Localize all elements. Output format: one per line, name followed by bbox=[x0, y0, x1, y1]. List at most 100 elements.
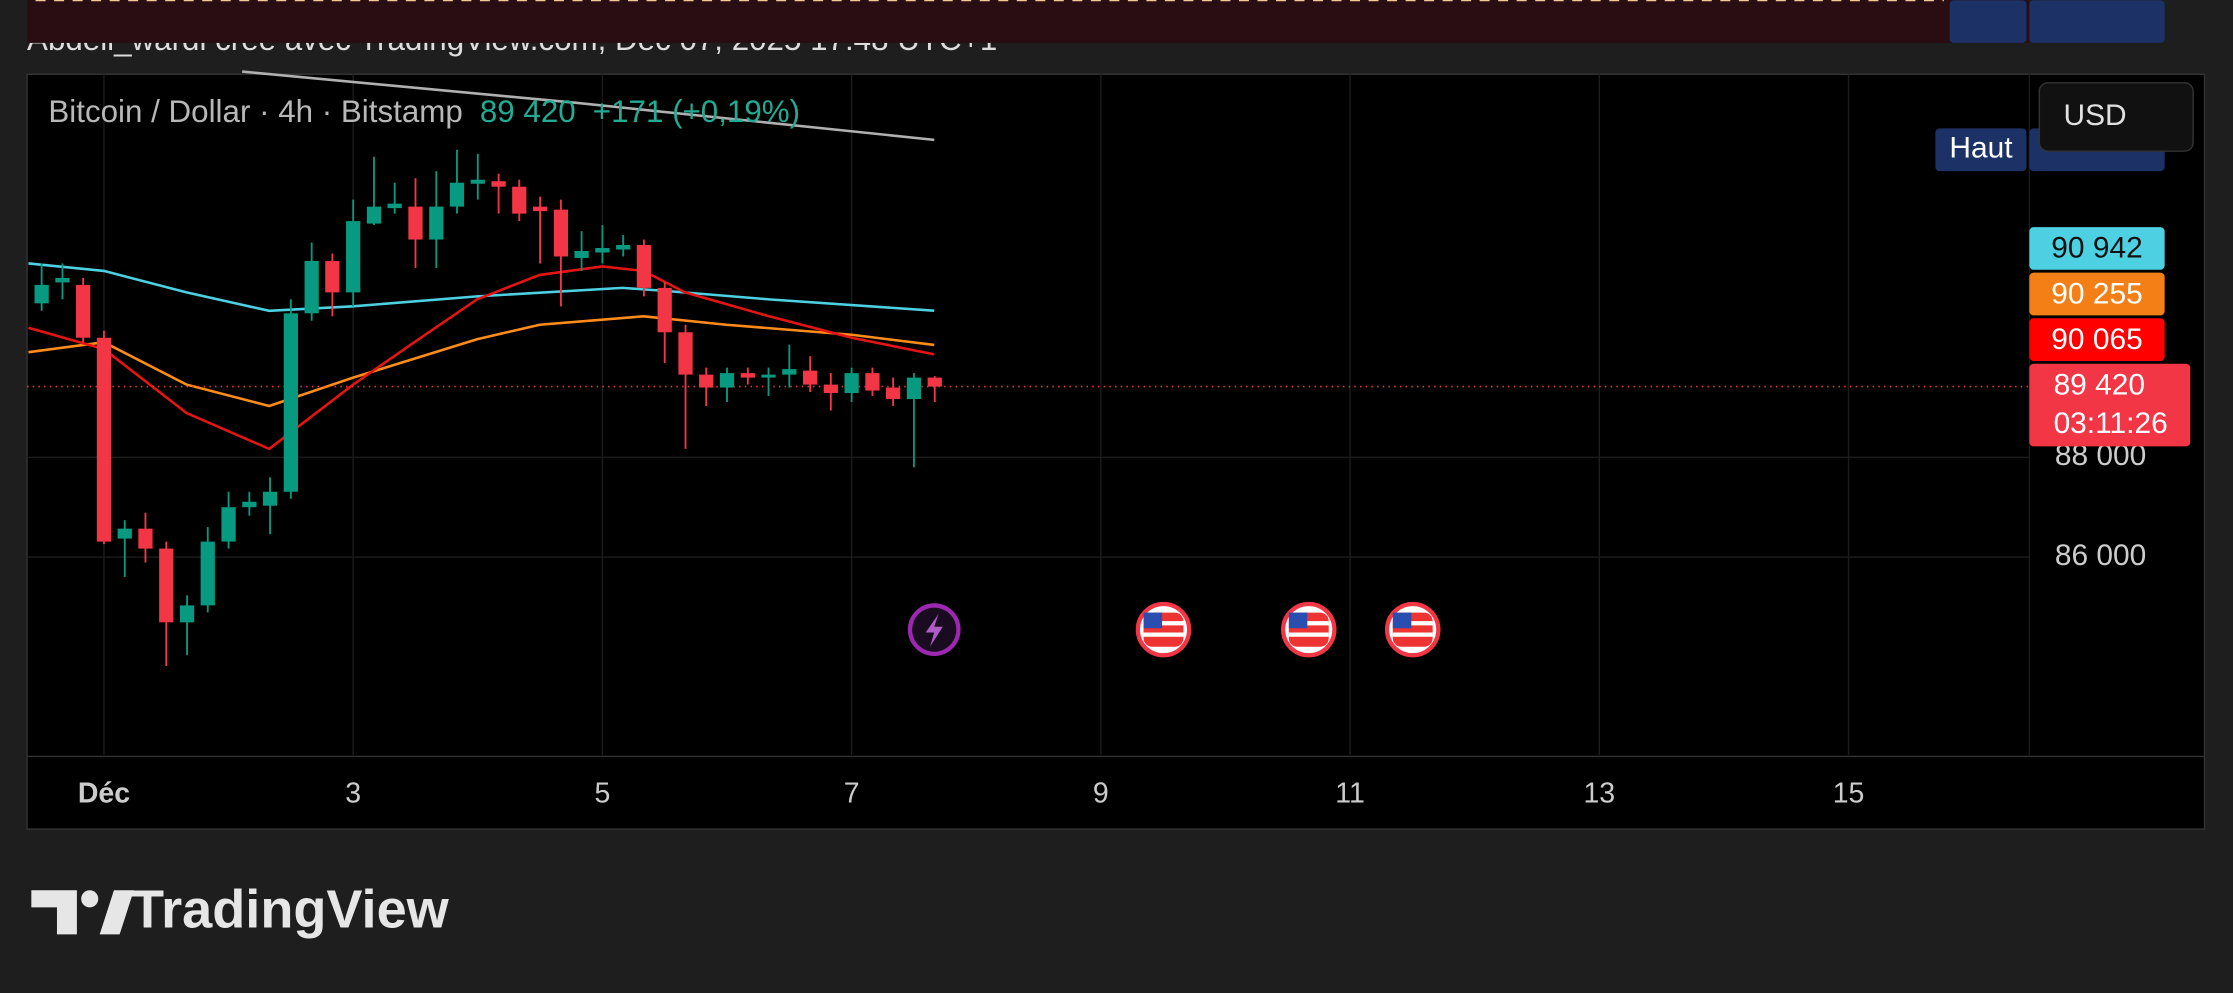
candle-body bbox=[491, 181, 506, 187]
currency-button[interactable] bbox=[2038, 82, 2194, 152]
flag-canton bbox=[1392, 612, 1412, 629]
candle-body bbox=[782, 369, 797, 375]
flag-canton bbox=[1143, 612, 1163, 629]
candle-body bbox=[906, 377, 922, 400]
candle-body bbox=[325, 260, 340, 293]
candle-body bbox=[470, 179, 485, 184]
low-band bbox=[27, 0, 2030, 43]
candle-body bbox=[553, 209, 569, 257]
candle-body bbox=[366, 206, 382, 224]
candle-body bbox=[927, 377, 942, 387]
low-band bbox=[27, 0, 2030, 43]
ma-price-label: 90 065 bbox=[2051, 323, 2142, 356]
candle-body bbox=[512, 186, 527, 214]
ma-price-tag bbox=[2029, 227, 2165, 270]
event-icon[interactable] bbox=[1280, 601, 1337, 658]
events bbox=[907, 601, 1441, 658]
low-value-tag bbox=[2029, 0, 2165, 43]
candle-body bbox=[408, 206, 423, 240]
candle-body bbox=[595, 248, 610, 253]
candle-body bbox=[76, 284, 91, 338]
candle-body bbox=[761, 374, 776, 378]
x-tick-label: 15 bbox=[1833, 777, 1865, 809]
candle-body bbox=[678, 332, 693, 375]
candle-body bbox=[283, 313, 298, 492]
price-tags: 89 420 03:11:26 90 065 90 255 90 942 bbox=[1949, 0, 2191, 447]
candle-body bbox=[574, 251, 589, 258]
high-tag-label: Haut bbox=[1949, 132, 2013, 165]
candle-body bbox=[387, 203, 402, 209]
flag-stripe bbox=[1288, 632, 1329, 637]
moving-average bbox=[28, 265, 935, 451]
flag-stripe bbox=[1143, 632, 1184, 637]
candle-body bbox=[719, 373, 735, 388]
legend-change: +171 (+0,19%) bbox=[593, 94, 800, 129]
candle-body bbox=[657, 287, 672, 333]
candle-body bbox=[221, 507, 236, 542]
x-tick-label: 3 bbox=[345, 777, 361, 809]
event-icon[interactable] bbox=[1135, 601, 1192, 658]
candle-body bbox=[179, 605, 195, 623]
x-tick-label: 5 bbox=[594, 777, 610, 809]
candle-body bbox=[803, 370, 818, 385]
last-price-tag bbox=[2029, 363, 2191, 447]
candle-body bbox=[740, 373, 755, 378]
candle-body bbox=[699, 374, 714, 388]
symbol-title: Bitcoin / Dollar · 4h · Bitstamp bbox=[48, 94, 462, 129]
symbol-legend: Bitcoin / Dollar · 4h · Bitstamp 89 420 +1… bbox=[48, 94, 800, 129]
currency-label: USD bbox=[2064, 99, 2127, 132]
candle-body bbox=[55, 277, 70, 283]
y-tick-label: 86 000 bbox=[2055, 539, 2146, 572]
x-tick-label: 7 bbox=[844, 777, 860, 809]
candle-body bbox=[532, 206, 548, 212]
candle-body bbox=[304, 260, 319, 314]
last-price-label: 89 420 bbox=[2054, 368, 2145, 401]
x-tick-label: 11 bbox=[1335, 777, 1365, 809]
candle-body bbox=[886, 387, 901, 400]
candle-body bbox=[96, 337, 112, 542]
ma-price-tag bbox=[2029, 318, 2165, 361]
candle-body bbox=[262, 491, 278, 506]
brand: TradingView bbox=[131, 879, 450, 939]
ma-price-label: 90 255 bbox=[2051, 277, 2142, 310]
flag-stripe bbox=[1392, 621, 1433, 626]
plot bbox=[27, 70, 2030, 667]
chart-area bbox=[26, 73, 2206, 830]
candle-body bbox=[616, 245, 631, 250]
candle-body bbox=[242, 501, 257, 508]
ma-price-tag bbox=[2029, 272, 2165, 316]
low-tag bbox=[1949, 0, 2027, 43]
lightning bbox=[925, 613, 943, 647]
candle-body bbox=[429, 206, 444, 240]
x-tick-label: Déc bbox=[78, 777, 130, 809]
candle-body bbox=[117, 528, 132, 539]
candle-body bbox=[844, 373, 859, 394]
moving-average bbox=[28, 315, 935, 408]
flag-stripe bbox=[1143, 621, 1184, 626]
candle-body bbox=[34, 284, 49, 304]
candle-body bbox=[138, 528, 153, 549]
x-tick-label: 9 bbox=[1093, 777, 1109, 809]
candle-body bbox=[159, 548, 174, 623]
x-tick-label: 13 bbox=[1583, 777, 1615, 809]
moving-average bbox=[242, 70, 935, 142]
logo-mark bbox=[31, 890, 77, 935]
ma-price-label: 90 942 bbox=[2051, 232, 2142, 265]
flag-stripe bbox=[1392, 632, 1433, 637]
moving-average bbox=[28, 262, 935, 313]
logo-dot bbox=[81, 890, 99, 908]
candle-body bbox=[200, 541, 215, 606]
candle-body bbox=[346, 221, 361, 293]
flag-stripe bbox=[1288, 621, 1329, 626]
logo-slash bbox=[99, 890, 134, 935]
event-icon[interactable] bbox=[1384, 601, 1441, 658]
candle-body bbox=[449, 182, 465, 207]
countdown: 03:11:26 bbox=[2054, 407, 2168, 440]
flag-canton bbox=[1288, 612, 1308, 629]
high-tag bbox=[1935, 128, 2027, 172]
legend-price: 89 420 bbox=[480, 94, 576, 129]
candle-body bbox=[865, 373, 880, 391]
candle-body bbox=[823, 384, 838, 394]
